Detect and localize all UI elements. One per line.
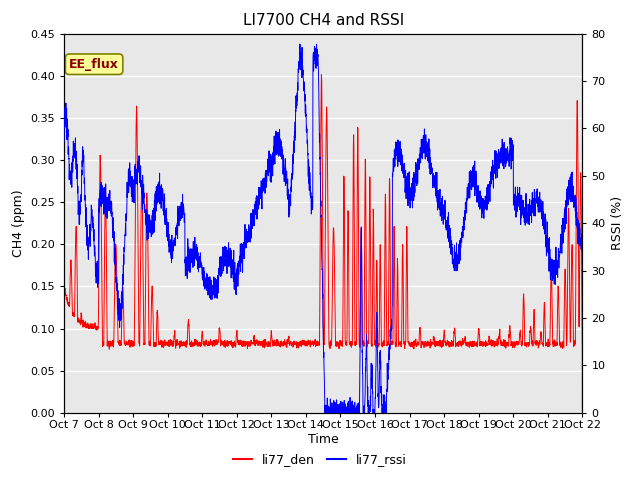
Title: LI7700 CH4 and RSSI: LI7700 CH4 and RSSI — [243, 13, 404, 28]
Legend: li77_den, li77_rssi: li77_den, li77_rssi — [228, 448, 412, 471]
Y-axis label: CH4 (ppm): CH4 (ppm) — [12, 190, 25, 257]
Text: EE_flux: EE_flux — [69, 58, 119, 71]
X-axis label: Time: Time — [308, 432, 339, 445]
Y-axis label: RSSI (%): RSSI (%) — [611, 196, 624, 250]
